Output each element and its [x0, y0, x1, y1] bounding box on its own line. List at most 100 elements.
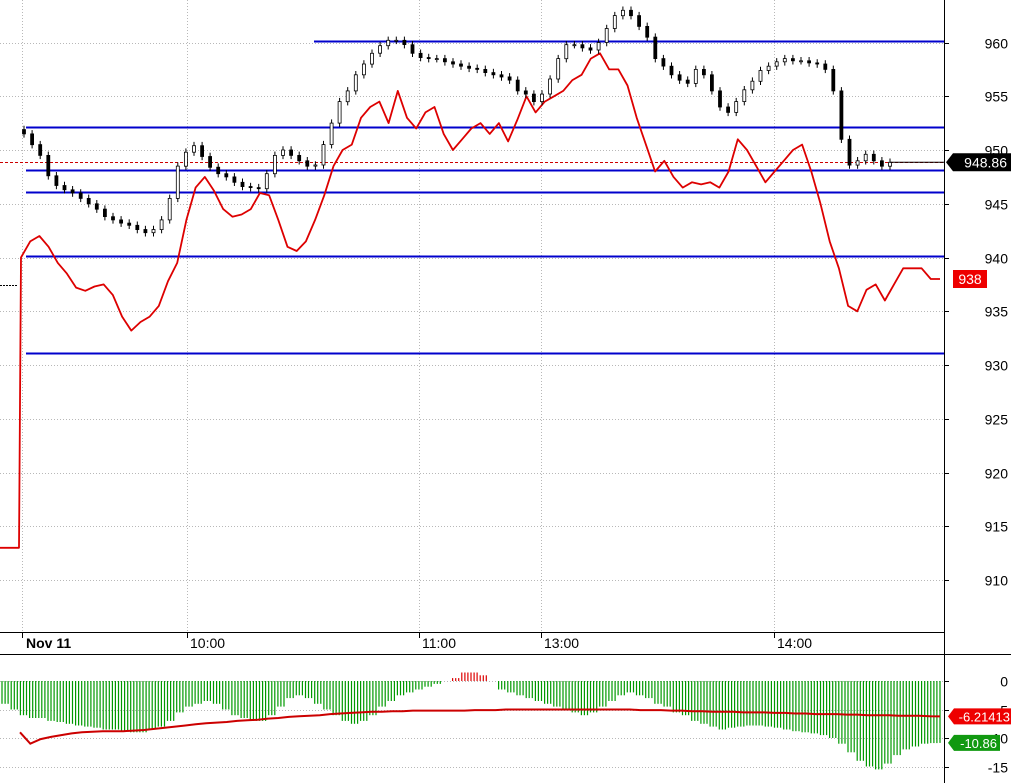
- candle-body: [297, 154, 302, 162]
- last-price-label: 948.86: [964, 154, 1007, 170]
- candle-body: [394, 39, 399, 42]
- candle-body: [264, 173, 269, 190]
- candle-body: [871, 153, 876, 162]
- candle-body: [564, 44, 569, 60]
- histogram-value-label: -10.86: [960, 736, 997, 751]
- candle-body: [289, 149, 294, 156]
- signal-value-label: -6.21413: [959, 709, 1010, 724]
- candle-body: [677, 74, 682, 81]
- candle-body: [94, 203, 99, 210]
- candle-body: [103, 208, 107, 218]
- signal-line: [19, 708, 941, 745]
- candle-body: [693, 69, 698, 84]
- candle-body: [151, 229, 156, 234]
- candle-body: [192, 145, 196, 153]
- candle-body: [572, 44, 577, 47]
- time-tick-label: 11:00: [422, 635, 456, 651]
- candle-body: [22, 129, 26, 135]
- candle-body: [580, 44, 585, 49]
- price-y-tick-label: 945: [985, 197, 1009, 213]
- candle-body: [418, 52, 423, 58]
- time-tick-label: 10:00: [190, 635, 225, 651]
- candle-body: [548, 78, 552, 95]
- candle-body: [216, 166, 221, 175]
- candle-body: [119, 219, 123, 224]
- candle-body: [127, 222, 132, 226]
- candle-body: [175, 165, 180, 199]
- candle-body: [46, 154, 51, 177]
- candle-body: [378, 45, 383, 54]
- red-price-line: [0, 52, 940, 549]
- candle-body: [815, 62, 820, 65]
- candle-body: [831, 69, 836, 92]
- candle-body: [750, 80, 755, 91]
- candle-body: [232, 176, 237, 183]
- candle-body: [758, 70, 763, 82]
- candle-body: [621, 9, 625, 17]
- price-y-tick-label: 915: [985, 519, 1009, 535]
- time-tick-label: 13:00: [544, 635, 579, 651]
- candle-body: [434, 58, 439, 60]
- price-y-tick-label: 955: [985, 89, 1009, 105]
- candle-body: [888, 161, 892, 167]
- price-y-tick-label: 960: [985, 36, 1009, 52]
- candle-body: [313, 164, 318, 167]
- candle-body: [863, 153, 868, 162]
- candle-body: [612, 15, 617, 29]
- candle-body: [855, 160, 860, 166]
- candle-body: [710, 74, 714, 92]
- candle-body: [540, 93, 544, 102]
- candle-body: [847, 138, 852, 166]
- candle-body: [507, 76, 512, 81]
- candle-body: [685, 79, 690, 84]
- candle-body: [54, 175, 59, 186]
- candle-body: [183, 151, 188, 167]
- candle-body: [321, 144, 326, 166]
- candle-body: [766, 65, 771, 71]
- candle-body: [353, 74, 358, 92]
- candle-body: [62, 185, 67, 191]
- candle-body: [823, 63, 828, 70]
- candle-body: [200, 145, 205, 157]
- candle-body: [499, 74, 504, 78]
- candle-body: [135, 224, 140, 231]
- candle-body: [442, 58, 447, 63]
- candle-body: [645, 25, 650, 38]
- candle-body: [774, 61, 779, 67]
- red-line-label: 938: [958, 271, 982, 287]
- candle-body: [491, 72, 496, 76]
- candle-body: [272, 154, 277, 175]
- price-y-tick-label: 930: [985, 358, 1009, 374]
- candle-body: [726, 106, 730, 113]
- osc-y-tick-label: -15: [988, 760, 1008, 776]
- oscillator-histogram: [1, 672, 941, 770]
- date-label: Nov 11: [26, 635, 71, 651]
- candle-body: [880, 160, 884, 167]
- candle-body: [532, 93, 536, 102]
- red-line-tag: [953, 270, 987, 288]
- candle-body: [402, 39, 407, 45]
- candle-body: [556, 58, 561, 80]
- candle-body: [361, 63, 366, 76]
- candle-body: [86, 197, 91, 205]
- candlesticks: [22, 6, 892, 237]
- candle-body: [588, 47, 593, 51]
- candle-body: [345, 90, 350, 103]
- candle-body: [718, 90, 722, 108]
- candle-body: [629, 9, 633, 17]
- price-y-tick-label: 925: [985, 412, 1009, 428]
- candle-body: [475, 67, 480, 70]
- candle-body: [451, 61, 455, 65]
- candle-body: [782, 58, 787, 63]
- candle-body: [256, 187, 261, 190]
- candle-body: [523, 90, 528, 95]
- candle-body: [742, 89, 747, 103]
- price-y-tick-label: 910: [985, 573, 1009, 589]
- candle-body: [669, 65, 674, 76]
- candle-body: [483, 69, 488, 74]
- candle-body: [337, 101, 342, 124]
- histogram-tag: [948, 734, 1000, 751]
